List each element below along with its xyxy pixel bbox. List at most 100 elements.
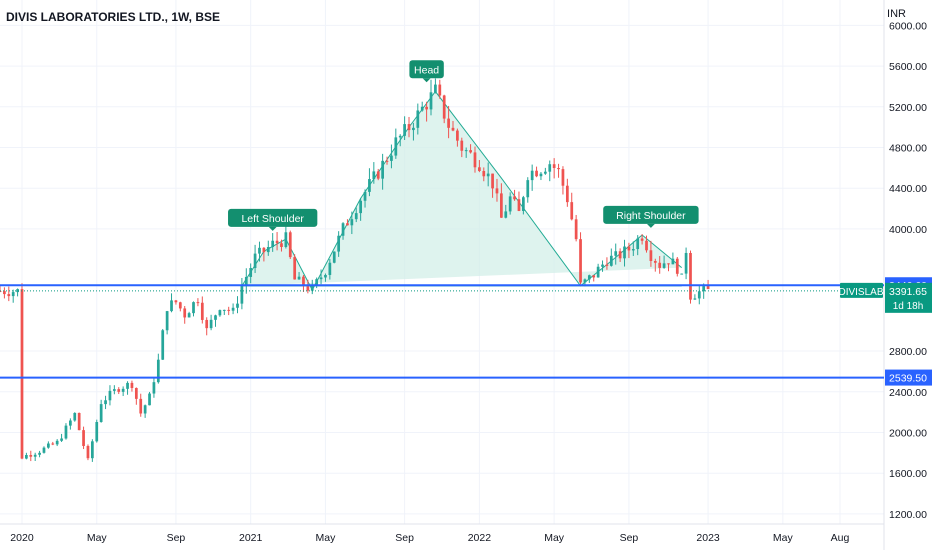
candle-body — [565, 185, 569, 203]
candle-body — [398, 135, 402, 138]
pattern-annotation-label: Left Shoulder — [241, 213, 304, 225]
candle-body — [614, 251, 618, 256]
candle-body — [482, 170, 486, 177]
candle-body — [253, 253, 257, 269]
candle-body — [460, 140, 464, 151]
candle-body — [192, 302, 195, 314]
candle-body — [491, 173, 494, 189]
candle-body — [517, 199, 521, 211]
candle-body — [86, 445, 90, 459]
candle-body — [152, 382, 156, 394]
candle-body — [25, 455, 28, 459]
candle-body — [385, 160, 389, 162]
candle-body — [244, 276, 248, 286]
candle-body — [640, 238, 644, 241]
candle-body — [178, 302, 182, 309]
candle-body — [631, 249, 635, 251]
y-tick-label: 5200.00 — [889, 102, 927, 114]
candle-body — [425, 106, 428, 110]
pattern-annotation-pointer — [646, 223, 655, 228]
candle-body — [280, 243, 283, 247]
candle-body — [495, 188, 499, 194]
candle-body — [0, 291, 2, 293]
currency-label: INR — [887, 8, 906, 20]
candle-body — [134, 387, 138, 399]
candle-body — [587, 275, 591, 280]
candle-body — [662, 263, 666, 268]
candle-body — [684, 252, 688, 274]
candle-body — [183, 308, 187, 318]
candle-body — [359, 200, 363, 214]
candle-body — [693, 298, 697, 300]
candle-body — [77, 412, 81, 431]
symbol-label: DIVISLAB — [838, 287, 883, 298]
candle-body — [552, 164, 556, 168]
candle-body — [3, 291, 6, 295]
candle-body — [478, 167, 481, 171]
candle-body — [42, 447, 46, 453]
candle-body — [266, 247, 270, 253]
candle-body — [60, 438, 63, 441]
candle-body — [363, 191, 367, 201]
candle-body — [328, 262, 332, 275]
candle-body — [95, 421, 99, 442]
y-tick-label: 2800.00 — [889, 346, 927, 358]
last-price-tag — [885, 282, 932, 313]
candle-body — [200, 302, 204, 320]
candle-body — [438, 84, 442, 96]
candle-body — [16, 289, 19, 293]
candle-body — [47, 443, 50, 448]
candle-body — [429, 92, 433, 110]
candle-body — [368, 179, 371, 192]
candle-body — [618, 251, 622, 259]
candle-body — [222, 309, 226, 311]
candle-body — [306, 286, 310, 291]
candle-body — [82, 430, 85, 446]
pattern-annotation-label: Head — [414, 64, 439, 76]
candle-body — [112, 389, 116, 391]
candle-body — [508, 196, 512, 212]
candle-body — [236, 303, 239, 308]
candle-body — [271, 240, 275, 248]
candle-body — [579, 239, 582, 283]
candle-body — [350, 219, 354, 226]
candle-body — [231, 307, 235, 311]
candle-body — [258, 247, 261, 254]
candle-body — [442, 95, 446, 119]
candle-body — [104, 400, 107, 405]
y-tick-label: 1200.00 — [889, 509, 927, 521]
y-tick-label: 4400.00 — [889, 183, 927, 195]
candle-body — [416, 110, 420, 128]
candle-body — [51, 443, 55, 445]
pattern-annotation-box — [603, 205, 699, 224]
candle-body — [473, 152, 477, 168]
candle-body — [33, 454, 37, 457]
pattern-annotation-pointer — [268, 226, 277, 231]
candle-body — [667, 263, 670, 265]
candle-body — [504, 211, 508, 218]
x-tick-label: May — [773, 532, 794, 544]
level-price-tag — [885, 369, 932, 386]
y-tick-label: 4000.00 — [889, 224, 927, 236]
candle-body — [11, 292, 15, 297]
candle-body — [354, 213, 358, 220]
candle-body — [262, 247, 266, 253]
candle-body — [117, 389, 121, 392]
candle-body — [121, 388, 125, 392]
candle-body — [645, 240, 648, 251]
x-tick-label: 2021 — [239, 532, 263, 544]
candle-body — [583, 279, 587, 283]
candle-body — [196, 302, 200, 304]
y-tick-label: 4800.00 — [889, 142, 927, 154]
candle-body — [706, 286, 710, 290]
candle-body — [561, 169, 565, 186]
x-tick-label: May — [544, 532, 565, 544]
candle-body — [139, 398, 143, 414]
candle-body — [29, 455, 33, 457]
candle-body — [20, 289, 24, 459]
candle-body — [165, 311, 169, 331]
candle-body — [469, 150, 472, 153]
candle-body — [284, 232, 288, 247]
candle-body — [332, 251, 336, 263]
